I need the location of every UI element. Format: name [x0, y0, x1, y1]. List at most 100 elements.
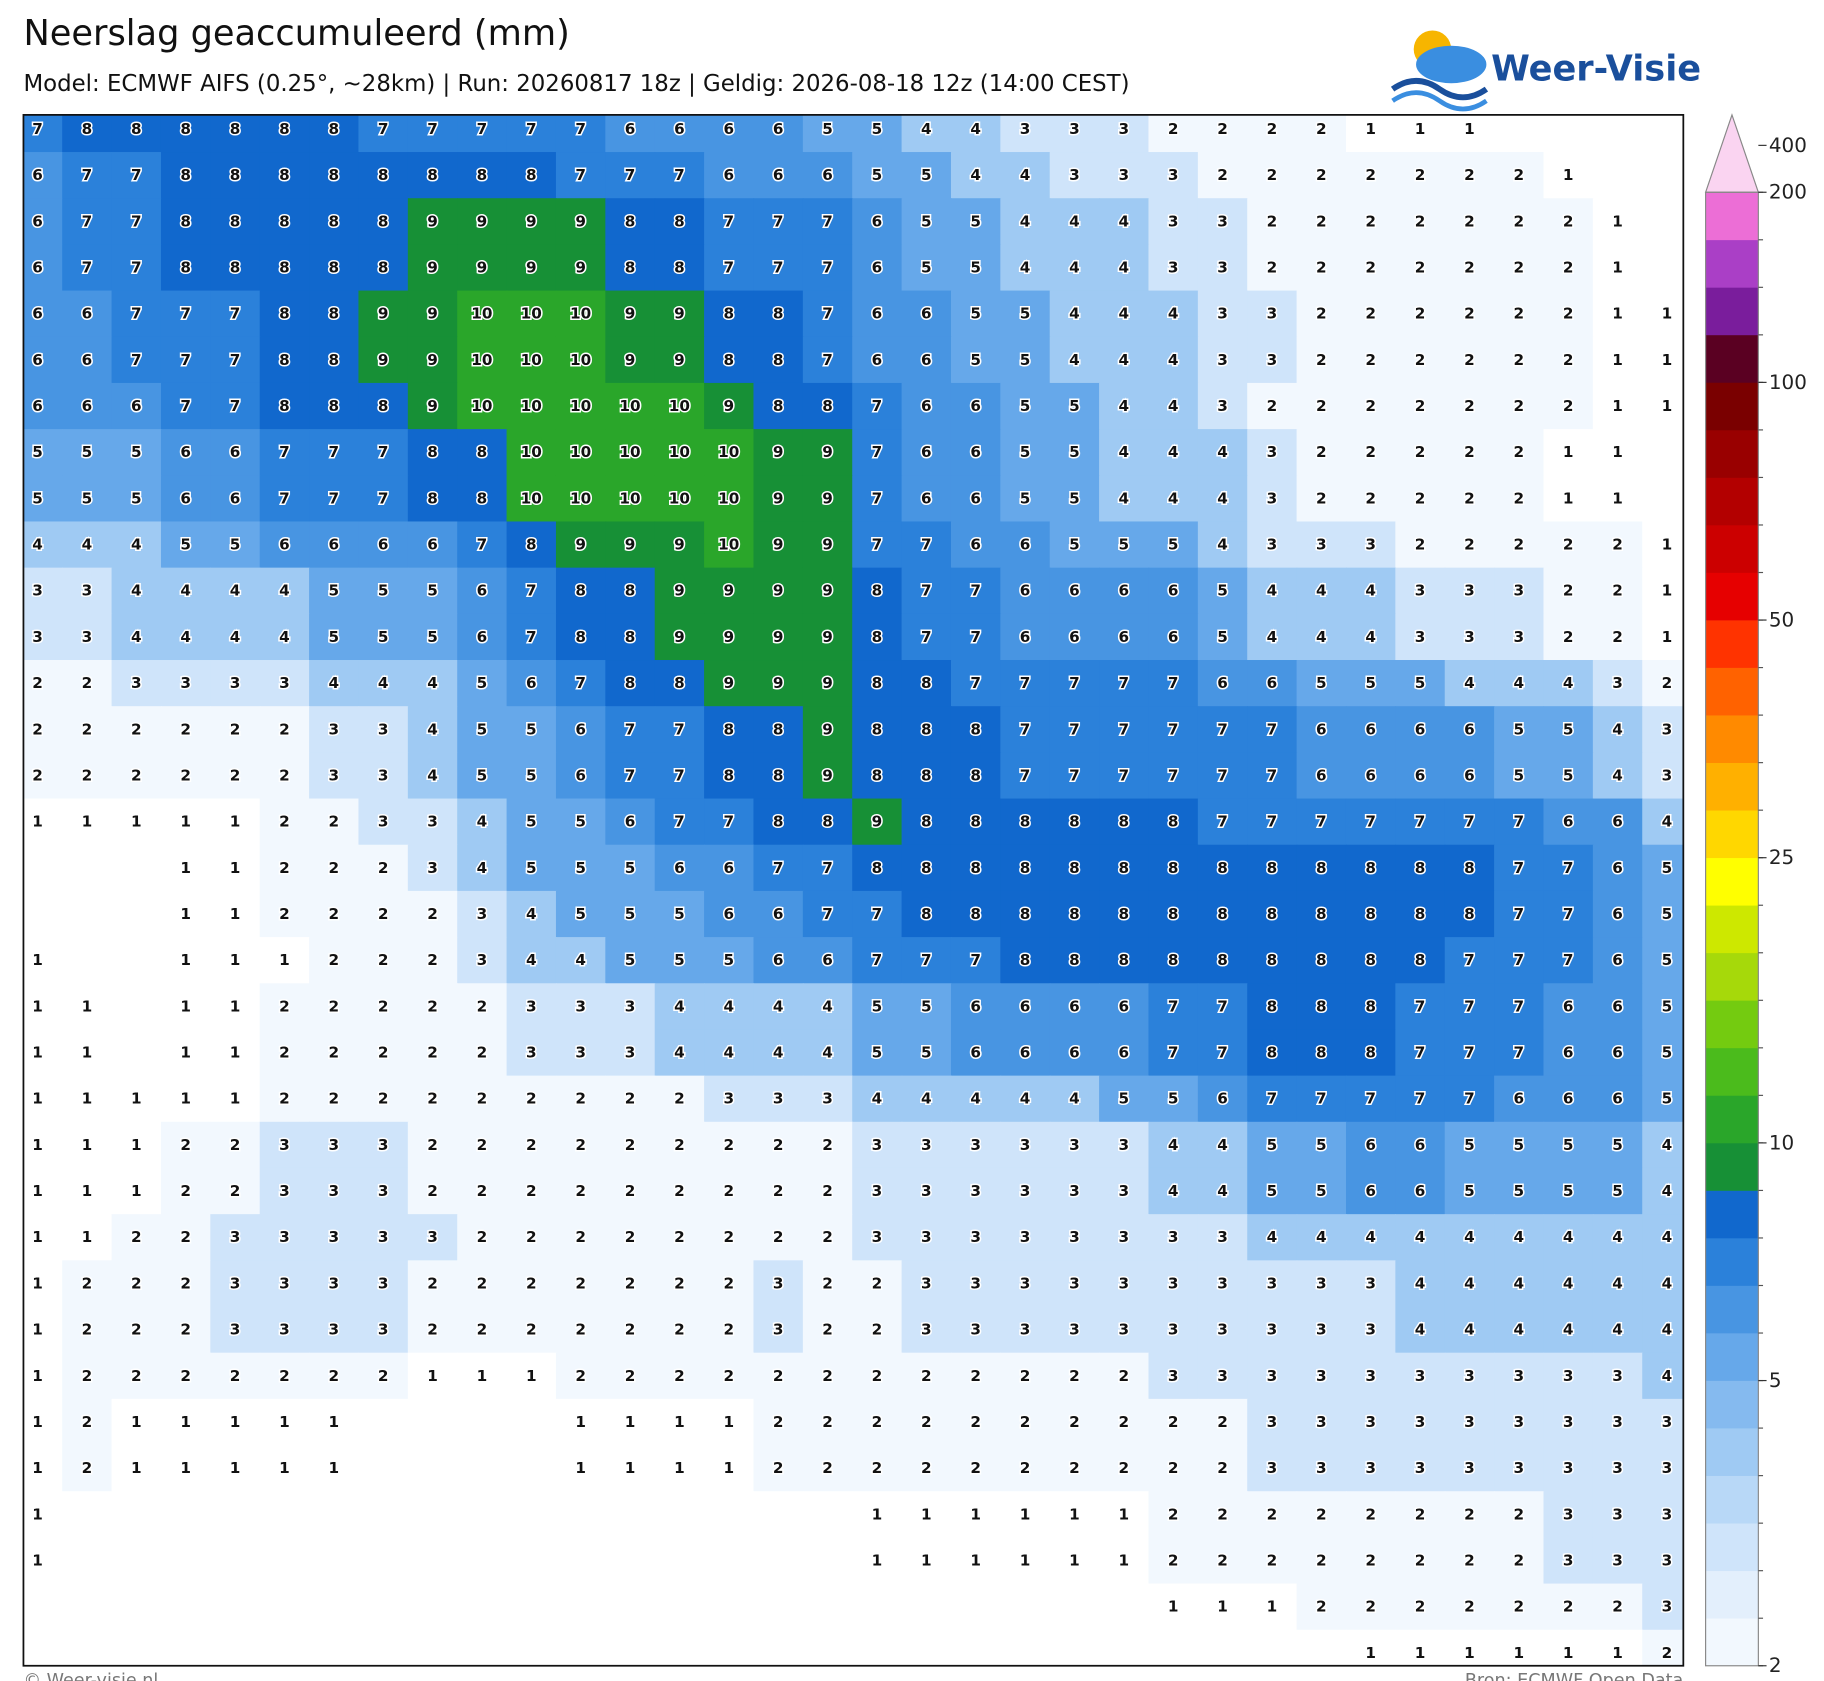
precip-cell	[407, 1075, 458, 1123]
grid-value: 5	[921, 1044, 932, 1062]
precip-cell	[309, 1445, 360, 1492]
precip-cell	[309, 290, 360, 338]
grid-value: 8	[180, 166, 191, 184]
precip-cell	[1049, 152, 1100, 199]
grid-value: 4	[1020, 166, 1031, 184]
grid-value: 9	[477, 258, 488, 276]
precip-cell	[1543, 382, 1594, 430]
grid-value: 3	[427, 1228, 438, 1246]
precip-cell	[1543, 752, 1594, 800]
grid-value: 3	[1464, 1459, 1475, 1477]
grid-value: 1	[230, 1459, 241, 1477]
precip-cell	[1444, 752, 1495, 800]
grid-value: 6	[1217, 1090, 1228, 1108]
grid-value: 8	[773, 305, 784, 323]
grid-value: 2	[1316, 166, 1327, 184]
precip-cell	[62, 1629, 113, 1666]
precip-cell	[605, 290, 656, 338]
precip-cell	[111, 1260, 162, 1308]
grid-value: 9	[822, 536, 833, 554]
grid-value: 8	[131, 120, 142, 138]
precip-cell	[210, 198, 261, 246]
footer-right: Bron: ECMWF Open Data	[1465, 1671, 1683, 1681]
grid-value: 5	[1662, 951, 1673, 969]
precip-cell	[802, 1398, 853, 1446]
precip-cell	[753, 1167, 804, 1215]
grid-value: 2	[575, 1367, 586, 1385]
precip-cell	[1148, 475, 1199, 523]
grid-value: 4	[1168, 489, 1179, 507]
colorbar-frame	[1705, 191, 1759, 1667]
grid-value: 1	[32, 1552, 43, 1570]
grid-value: 5	[378, 628, 389, 646]
precip-cell	[802, 1167, 853, 1215]
precip-cell	[852, 567, 903, 615]
grid-value: 8	[427, 443, 438, 461]
grid-value: 8	[1365, 859, 1376, 877]
precip-cell	[1099, 290, 1150, 338]
precip-cell	[605, 429, 656, 476]
grid-value: 5	[625, 951, 636, 969]
precip-cell	[407, 521, 458, 569]
grid-value: 3	[328, 1182, 339, 1200]
precip-cell	[506, 752, 557, 800]
precip-cell	[1345, 429, 1397, 476]
grid-value: 2	[180, 1321, 191, 1339]
precip-cell	[753, 290, 804, 338]
grid-value: 5	[1020, 351, 1031, 369]
precip-cell	[1148, 1260, 1199, 1308]
precip-cell	[852, 1214, 903, 1262]
grid-value: 6	[279, 536, 290, 554]
grid-value: 2	[822, 1274, 833, 1292]
colorbar-band	[1705, 1428, 1759, 1476]
precip-cell	[1296, 1121, 1347, 1169]
colorbar-band	[1705, 1190, 1759, 1239]
grid-value: 1	[230, 1044, 241, 1062]
precip-cell	[457, 1214, 508, 1262]
precip-cell	[852, 660, 903, 707]
grid-value: 6	[970, 997, 981, 1015]
precip-cell	[1642, 1537, 1684, 1585]
precip-cell	[1247, 1306, 1298, 1354]
grid-value: 8	[921, 720, 932, 738]
precip-cell	[309, 798, 360, 846]
grid-value: 8	[625, 258, 636, 276]
precip-cell	[901, 1445, 952, 1492]
precip-cell	[1197, 336, 1248, 384]
precip-cell	[1197, 1352, 1248, 1400]
grid-value: 2	[1513, 536, 1524, 554]
grid-value: 3	[970, 1136, 981, 1154]
precip-cell	[62, 1583, 113, 1631]
precip-cell	[654, 752, 705, 800]
precip-cell	[1642, 429, 1684, 476]
precip-cell	[62, 1260, 113, 1308]
grid-value: 1	[131, 1136, 142, 1154]
grid-value: 1	[526, 1367, 537, 1385]
precip-cell	[457, 290, 508, 338]
precip-cell	[1543, 244, 1594, 292]
grid-value: 7	[1020, 766, 1031, 784]
precip-cell	[1592, 983, 1643, 1031]
precip-cell	[111, 1583, 162, 1631]
grid-value: 2	[180, 1182, 191, 1200]
grid-value: 10	[570, 443, 591, 461]
grid-value: 3	[1662, 1552, 1673, 1570]
precip-cell	[605, 890, 656, 938]
precip-cell	[753, 1075, 804, 1123]
grid-value: 2	[1316, 443, 1327, 461]
precip-cell	[23, 382, 63, 430]
grid-value: 6	[1267, 674, 1278, 692]
precip-cell	[1494, 1352, 1545, 1400]
precip-cell	[111, 1075, 162, 1123]
grid-value: 5	[1612, 1182, 1623, 1200]
grid-value: 4	[1267, 628, 1278, 646]
precip-cell	[1543, 983, 1594, 1031]
precip-cell	[1345, 382, 1397, 430]
grid-value: 3	[1118, 120, 1129, 138]
grid-value: 8	[328, 212, 339, 230]
grid-value: 10	[669, 443, 690, 461]
precip-cell	[654, 198, 705, 246]
grid-value: 2	[180, 1136, 191, 1154]
precip-cell	[852, 798, 903, 846]
